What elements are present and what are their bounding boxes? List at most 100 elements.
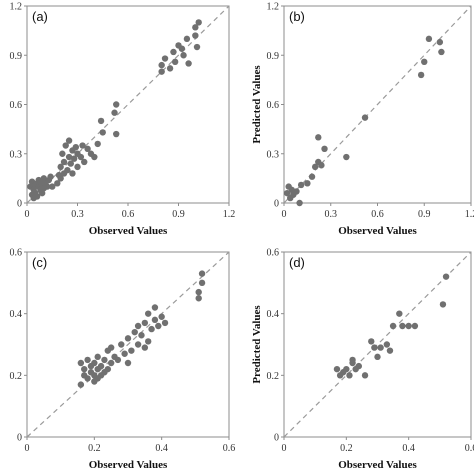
x-tick-label: 1.2 bbox=[223, 209, 236, 220]
y-tick-label: 0.9 bbox=[267, 51, 280, 62]
data-point bbox=[195, 288, 202, 296]
data-point bbox=[438, 48, 445, 56]
data-point bbox=[283, 189, 291, 197]
data-point bbox=[343, 365, 350, 373]
data-point bbox=[38, 189, 46, 197]
y-tick-label: 1.2 bbox=[10, 2, 23, 13]
data-point bbox=[389, 322, 397, 330]
data-point bbox=[94, 353, 101, 361]
data-point bbox=[377, 344, 384, 351]
y-axis-title: Predicted Values bbox=[251, 305, 263, 384]
data-point bbox=[425, 35, 433, 43]
data-point bbox=[141, 344, 149, 351]
data-point bbox=[128, 347, 135, 354]
data-point bbox=[411, 322, 419, 330]
data-point bbox=[346, 372, 353, 379]
x-axis-title: Observed Values bbox=[338, 225, 417, 237]
x-tick-label: 0.3 bbox=[71, 209, 84, 220]
data-point bbox=[134, 322, 142, 330]
y-tick-label: 0.2 bbox=[267, 371, 280, 382]
panel-4: 0 0.2 0.4 0.6 0 0.2 0.4 0.6 (d) Observed Values Pr… bbox=[251, 248, 474, 472]
data-point bbox=[304, 180, 311, 187]
data-point bbox=[315, 134, 322, 141]
y-tick-label: 0.6 bbox=[267, 248, 280, 259]
data-point bbox=[421, 58, 428, 66]
data-point bbox=[74, 163, 81, 171]
x-tick-label: 1.2 bbox=[465, 209, 474, 220]
data-point bbox=[166, 65, 174, 72]
data-point bbox=[442, 273, 450, 280]
panel-tag: (c) bbox=[32, 255, 47, 270]
data-point bbox=[198, 279, 206, 287]
data-point bbox=[59, 150, 66, 157]
data-point bbox=[69, 170, 76, 177]
x-tick-label: 0 bbox=[25, 443, 30, 454]
reference-line bbox=[283, 251, 472, 438]
x-tick-label: 0.6 bbox=[371, 209, 384, 220]
x-tick-label: 0.9 bbox=[172, 209, 185, 220]
x-tick-label: 0 bbox=[282, 443, 287, 454]
data-point bbox=[321, 145, 328, 153]
data-point bbox=[155, 322, 162, 330]
y-tick-label: 0.6 bbox=[10, 248, 23, 259]
data-point bbox=[170, 48, 177, 56]
data-point bbox=[192, 24, 199, 31]
data-point bbox=[361, 114, 369, 121]
data-point bbox=[158, 68, 165, 75]
x-axis-title: Observed Values bbox=[338, 459, 417, 471]
x-axis-title: Observed Values bbox=[89, 225, 168, 237]
data-point bbox=[296, 199, 303, 207]
data-point bbox=[84, 145, 91, 153]
data-point bbox=[349, 356, 356, 364]
y-tick-label: 0.6 bbox=[267, 100, 280, 111]
data-point bbox=[77, 153, 85, 161]
data-point bbox=[399, 322, 406, 330]
data-point bbox=[97, 117, 105, 125]
data-point bbox=[195, 295, 202, 302]
y-tick-label: 0.9 bbox=[10, 51, 23, 62]
panel-tag: (d) bbox=[289, 255, 305, 270]
data-point bbox=[386, 347, 394, 354]
y-tick-label: 0.4 bbox=[267, 309, 280, 320]
y-tick-label: 1.2 bbox=[267, 2, 280, 13]
data-point bbox=[198, 270, 206, 277]
data-point bbox=[145, 338, 152, 345]
panel-tag: (a) bbox=[32, 9, 48, 24]
data-point bbox=[97, 362, 105, 370]
y-tick-label: 0.6 bbox=[10, 100, 23, 111]
data-point bbox=[297, 181, 305, 189]
x-axis-title: Observed Values bbox=[89, 459, 168, 471]
data-point bbox=[148, 325, 155, 333]
data-point bbox=[371, 344, 378, 351]
data-point bbox=[114, 356, 122, 364]
data-point bbox=[368, 338, 375, 345]
data-point bbox=[62, 142, 69, 149]
data-point bbox=[293, 188, 300, 195]
data-point bbox=[436, 38, 444, 46]
data-point bbox=[141, 319, 149, 327]
x-tick-label: 0.6 bbox=[465, 443, 474, 454]
x-tick-label: 0.3 bbox=[325, 209, 338, 220]
data-point bbox=[355, 362, 362, 370]
reference-line bbox=[26, 5, 230, 204]
data-point bbox=[67, 160, 74, 167]
data-point bbox=[113, 101, 120, 108]
plot-frame bbox=[26, 251, 230, 438]
panel-tag: (b) bbox=[289, 9, 305, 24]
data-point bbox=[72, 143, 80, 151]
x-tick-label: 0.6 bbox=[122, 209, 135, 220]
reference-line bbox=[283, 5, 472, 204]
data-point bbox=[101, 356, 108, 364]
data-point bbox=[183, 35, 191, 43]
panel-2: 0 0.3 0.6 0.9 1.2 0 0.3 0.6 0.9 1.2 (b) Observed Va… bbox=[251, 2, 474, 238]
data-point bbox=[44, 183, 51, 190]
data-point bbox=[333, 365, 341, 373]
y-tick-label: 0 bbox=[17, 199, 22, 210]
y-tick-label: 0.2 bbox=[10, 371, 23, 382]
data-point bbox=[361, 372, 369, 379]
data-point bbox=[94, 140, 101, 148]
data-point bbox=[158, 313, 165, 320]
data-point bbox=[91, 359, 98, 367]
data-point bbox=[111, 109, 118, 116]
